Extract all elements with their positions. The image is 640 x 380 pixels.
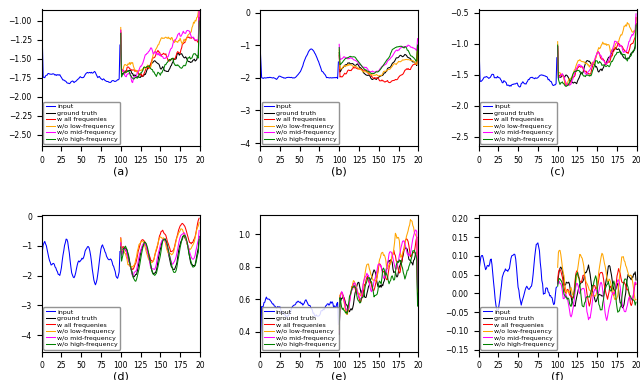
Legend: input, ground truth, w all frequenies, w/o low-frequency, w/o mid-frequency, w/o: input, ground truth, w all frequenies, w…	[44, 307, 120, 350]
X-axis label: (e): (e)	[332, 372, 347, 380]
X-axis label: (b): (b)	[332, 166, 347, 176]
Legend: input, ground truth, w all frequenies, w/o low-frequency, w/o mid-frequency, w/o: input, ground truth, w all frequenies, w…	[481, 101, 557, 144]
Legend: input, ground truth, w all frequenies, w/o low-frequency, w/o mid-frequency, w/o: input, ground truth, w all frequenies, w…	[262, 307, 339, 350]
Legend: input, ground truth, w all frequenies, w/o low-frequency, w/o mid-frequency, w/o: input, ground truth, w all frequenies, w…	[262, 101, 339, 144]
X-axis label: (f): (f)	[551, 372, 564, 380]
X-axis label: (a): (a)	[113, 166, 129, 176]
Legend: input, ground truth, w all frequenies, w/o low-frequency, w/o mid-frequency, w/o: input, ground truth, w all frequenies, w…	[44, 101, 120, 144]
X-axis label: (d): (d)	[113, 372, 129, 380]
Legend: input, ground truth, w all frequenies, w/o low-frequency, w/o mid-frequency, w/o: input, ground truth, w all frequenies, w…	[481, 307, 557, 350]
X-axis label: (c): (c)	[550, 166, 565, 176]
